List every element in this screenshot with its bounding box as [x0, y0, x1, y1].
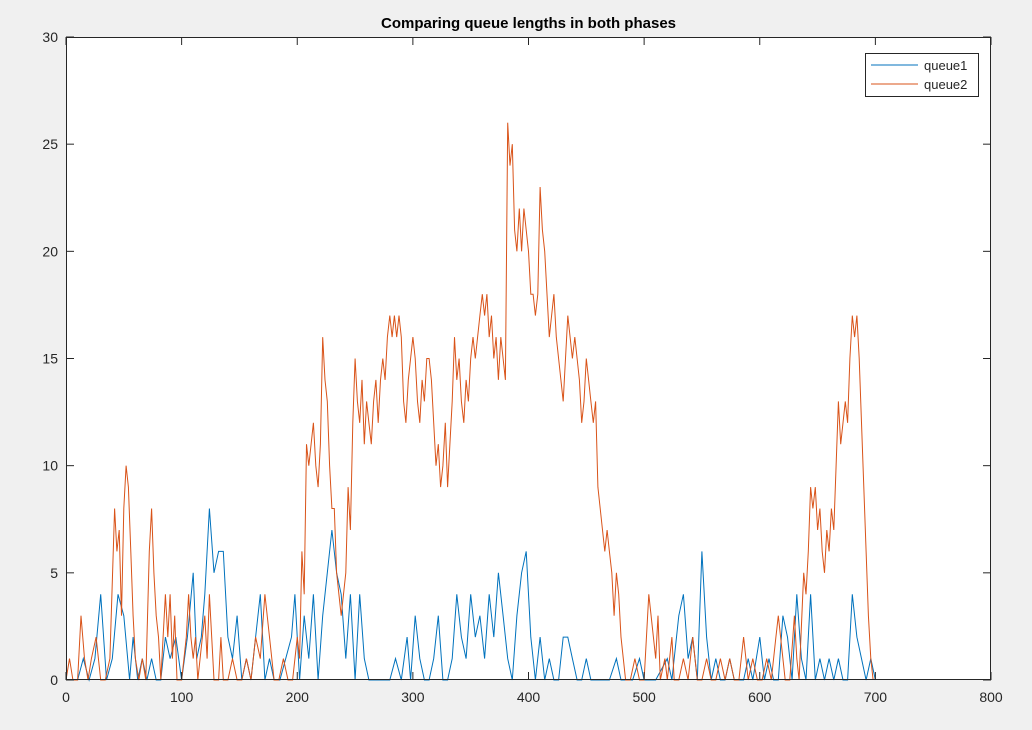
x-tick-label: 200: [286, 689, 310, 705]
x-tick-label: 300: [401, 689, 425, 705]
x-tick-label: 100: [170, 689, 194, 705]
chart-title: Comparing queue lengths in both phases: [381, 15, 676, 32]
y-tick-label: 30: [42, 29, 58, 45]
y-tick-label: 15: [42, 351, 58, 367]
legend-box: [865, 53, 979, 97]
y-tick-label: 20: [42, 243, 58, 259]
legend-label-queue2: queue2: [924, 77, 967, 92]
y-axis: 0 5 10 15 20 25 30: [42, 29, 991, 688]
x-axis: 0 100 200 300 400 500 600 700 800: [62, 37, 1003, 705]
legend-label-queue1: queue1: [924, 58, 967, 73]
x-tick-label: 600: [748, 689, 772, 705]
y-tick-label: 10: [42, 458, 58, 474]
y-tick-label: 25: [42, 136, 58, 152]
x-tick-label: 500: [632, 689, 656, 705]
y-tick-label: 0: [50, 672, 58, 688]
legend: queue1 queue2: [865, 53, 979, 97]
x-tick-label: 700: [864, 689, 888, 705]
plot-area: [66, 37, 991, 680]
y-tick-label: 5: [50, 565, 58, 581]
x-tick-label: 0: [62, 689, 70, 705]
x-tick-label: 800: [979, 689, 1003, 705]
x-tick-label: 400: [517, 689, 541, 705]
